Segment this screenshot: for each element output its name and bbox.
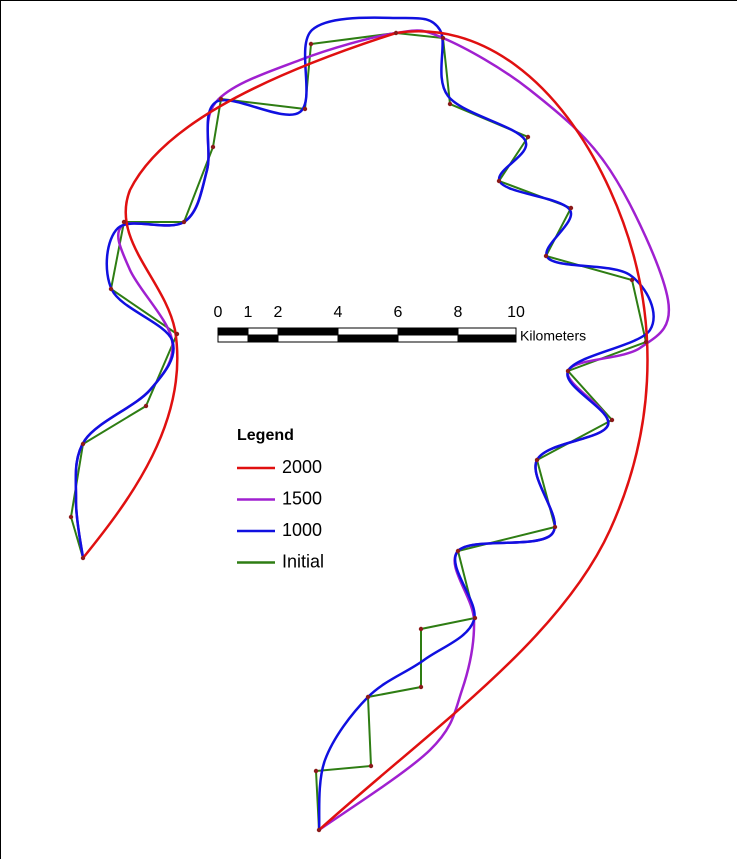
scale-segment <box>457 327 517 336</box>
scale-segment <box>277 334 339 343</box>
legend-title: Legend <box>237 427 294 444</box>
legend-label: 1000 <box>282 520 322 540</box>
scale-segment <box>217 334 249 343</box>
vertex <box>534 457 540 463</box>
scale-segment <box>247 327 279 336</box>
vertex <box>455 548 461 554</box>
vertex <box>68 514 74 520</box>
scale-segment <box>337 334 399 343</box>
vertex <box>308 41 314 47</box>
vertex <box>302 106 308 112</box>
vertex <box>218 96 224 102</box>
vertex <box>121 219 127 225</box>
scale-segment <box>397 334 459 343</box>
scale-label: 8 <box>454 304 463 321</box>
vertex <box>316 827 322 833</box>
legend-label: 2000 <box>282 457 322 477</box>
vertex <box>418 626 424 632</box>
vertex <box>552 524 558 530</box>
vertex <box>143 403 149 409</box>
scale-label: 0 <box>214 304 223 321</box>
scale-label: 4 <box>334 304 343 321</box>
vertex <box>313 768 319 774</box>
vertex <box>629 277 635 283</box>
vertex <box>447 101 453 107</box>
vertex <box>496 178 502 184</box>
vertex <box>393 30 399 36</box>
line-2000 <box>82 30 649 831</box>
vertex <box>418 684 424 690</box>
scale-segment <box>277 327 339 336</box>
scale-segment <box>217 327 249 336</box>
scale-label: 10 <box>507 304 525 321</box>
vertex <box>643 339 649 345</box>
lines <box>68 16 671 833</box>
vertex <box>368 763 374 769</box>
vertex <box>568 205 574 211</box>
legend-label: 1500 <box>282 488 322 508</box>
scale-segment <box>457 334 517 343</box>
vertex <box>80 441 86 447</box>
scale-segment <box>247 334 279 343</box>
legend: Legend 2000 1500 1000 Initial <box>237 427 324 571</box>
vertex <box>365 694 371 700</box>
scale-segment <box>397 327 459 336</box>
vertex <box>609 417 615 423</box>
vertex <box>525 134 531 140</box>
vertex <box>80 555 86 561</box>
vertex <box>565 368 571 374</box>
vertex <box>108 286 114 292</box>
scale-segment <box>337 327 399 336</box>
scale-bar: 0 1 2 4 6 8 10 Kilometers <box>214 304 587 343</box>
scale-label: 6 <box>394 304 403 321</box>
scale-label: 2 <box>274 304 283 321</box>
vertex <box>210 144 216 150</box>
vertex <box>174 331 180 337</box>
vertex <box>440 35 446 41</box>
scale-label: 1 <box>244 304 253 321</box>
vertex <box>543 253 549 259</box>
vertex <box>472 615 478 621</box>
scale-unit: Kilometers <box>520 328 586 344</box>
vertex <box>181 219 187 225</box>
legend-label: Initial <box>282 551 324 571</box>
